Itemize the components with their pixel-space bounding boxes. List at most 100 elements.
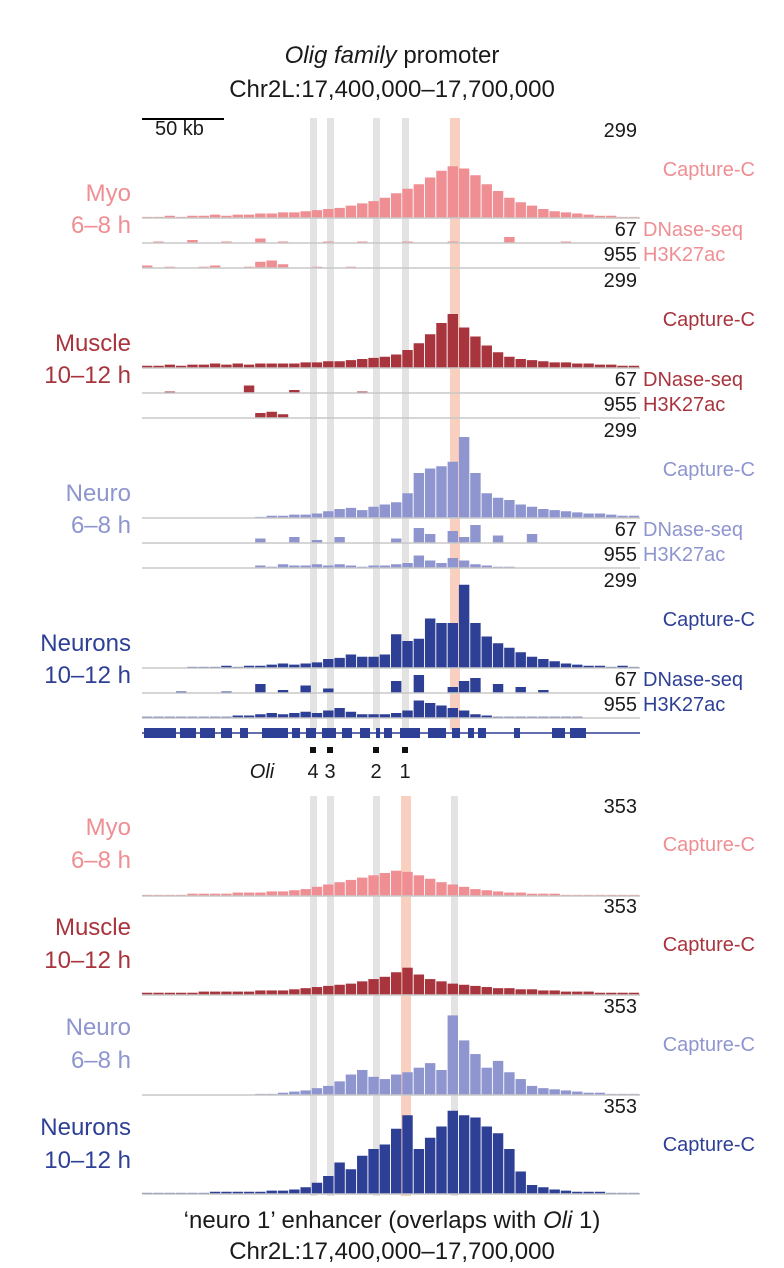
capture-c-bar [232, 214, 243, 219]
capture-c-bar [447, 983, 458, 996]
gene-exon [452, 728, 460, 738]
capture-c-bar [492, 1133, 504, 1194]
track-name: H3K27ac [643, 694, 725, 716]
capture-c-bar [572, 664, 583, 669]
dnase-bar [447, 687, 458, 693]
dnase-bar [424, 534, 436, 543]
capture-c-bar [187, 893, 198, 896]
capture-c-bar [379, 654, 391, 668]
capture-c-bar [606, 992, 617, 995]
capture-c-bar [323, 1085, 334, 1095]
capture-c-bar [413, 875, 425, 896]
capture-c-bar [277, 1190, 289, 1195]
capture-c-bar [164, 992, 176, 995]
capture-c-bar [594, 215, 606, 218]
capture-c-bar [436, 1069, 447, 1095]
track-labels: 299 67 955 Capture-C DNase-seq H3K27ac Myo 6–8 … [40, 120, 755, 1174]
capture-c-bar [458, 886, 470, 896]
capture-c-bar [232, 363, 243, 368]
capture-c-bar [209, 214, 221, 219]
capture-c-bar [334, 984, 345, 995]
gene-exon [428, 728, 446, 738]
capture-c-bar [379, 356, 391, 368]
track-name: Capture-C [663, 934, 755, 956]
track-name: Capture-C [663, 609, 755, 631]
h3k27ac-bar [379, 565, 391, 568]
capture-c-bar [560, 362, 572, 369]
capture-c-bar [255, 1191, 266, 1194]
capture-c-bar [153, 365, 164, 368]
dnase-bar [391, 681, 402, 693]
gene-exon [200, 728, 215, 738]
dnase-bar [255, 238, 266, 243]
h3k27ac-bar [266, 260, 277, 268]
capture-c-bar [560, 511, 572, 518]
capture-c-bar [447, 314, 458, 368]
capture-c-bar [413, 974, 425, 995]
gene-name-label: Oli [250, 761, 275, 783]
dnase-bar [492, 535, 504, 543]
capture-c-bar [481, 493, 492, 518]
capture-c-bar [334, 1081, 345, 1095]
capture-c-bar [277, 990, 289, 995]
capture-c-bar [357, 656, 368, 668]
element-marker [402, 747, 408, 753]
gene-exon [221, 728, 232, 738]
top-title-suffix: promoter [396, 42, 500, 69]
capture-c-bar [492, 643, 504, 668]
capture-c-bar [289, 1091, 300, 1095]
capture-c-bar [323, 1176, 334, 1194]
track-max-label: 299 [604, 120, 637, 142]
capture-c-bar [357, 1069, 368, 1095]
capture-c-bar [424, 334, 436, 368]
dnase-bar [470, 678, 481, 693]
capture-c-bar [175, 992, 187, 995]
capture-c-bar [606, 364, 617, 369]
capture-c-bar [560, 1190, 572, 1195]
dnase-bar [255, 684, 266, 693]
capture-c-bar [266, 664, 277, 669]
capture-c-bar [345, 983, 357, 996]
element-marker [310, 747, 316, 753]
capture-c-bar [538, 990, 549, 995]
sample-stage-label: 10–12 h [44, 362, 131, 389]
track-name: DNase-seq [643, 669, 743, 691]
capture-c-bar [515, 359, 526, 368]
capture-c-bar [515, 892, 526, 896]
capture-c-bar [391, 634, 402, 668]
capture-c-bar [175, 365, 187, 368]
h3k27ac-bar [470, 564, 481, 568]
h3k27ac-bar [255, 714, 266, 718]
h3k27ac-bar [391, 564, 402, 568]
sample-stage-label: 10–12 h [44, 662, 131, 689]
capture-c-bar [311, 210, 323, 218]
capture-c-bar [153, 992, 164, 995]
capture-c-bar [538, 361, 549, 368]
h3k27ac-bar [255, 565, 266, 568]
capture-c-bar [323, 361, 334, 368]
capture-c-bar [243, 892, 255, 896]
track-name: Capture-C [663, 1034, 755, 1056]
capture-c-bar [221, 1191, 232, 1194]
capture-c-bar [538, 659, 549, 668]
h3k27ac-bar [323, 710, 334, 718]
h3k27ac-bar [470, 714, 481, 718]
dnase-bar [334, 537, 345, 543]
capture-c-bar [413, 184, 425, 218]
capture-c-bar [300, 663, 311, 668]
dnase-bar [458, 537, 470, 543]
gene-exon [144, 728, 176, 738]
capture-c-bar [526, 656, 538, 668]
capture-c-bar [583, 991, 594, 995]
capture-c-bar [221, 364, 232, 369]
capture-c-bar [458, 1115, 470, 1194]
gene-exon [570, 728, 586, 738]
capture-c-bar [266, 363, 277, 368]
dnase-bar [289, 390, 300, 393]
capture-c-bar [379, 1144, 391, 1194]
capture-c-bar [458, 327, 470, 368]
capture-c-bar [458, 584, 470, 668]
capture-c-bar [538, 1187, 549, 1194]
capture-c-bar [391, 354, 402, 368]
h3k27ac-bar [447, 558, 458, 568]
